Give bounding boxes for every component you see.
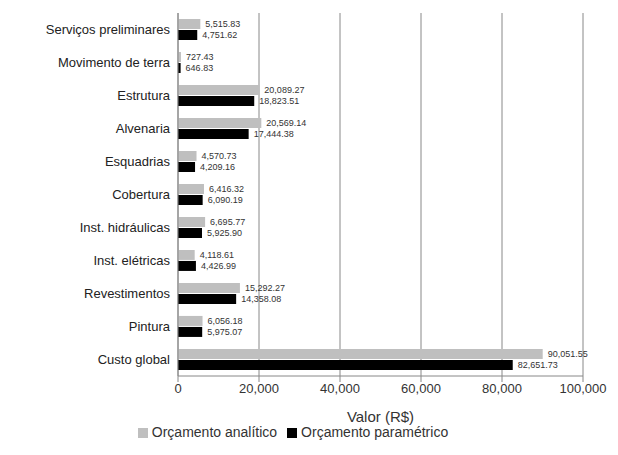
svg-text:Alvenaria: Alvenaria [116, 121, 171, 136]
svg-text:4,118.61: 4,118.61 [200, 250, 234, 260]
svg-text:Esquadrias: Esquadrias [105, 154, 171, 169]
svg-text:5,975.07: 5,975.07 [207, 327, 242, 337]
svg-text:6,090.19: 6,090.19 [208, 195, 243, 205]
svg-text:18,823.51: 18,823.51 [259, 96, 299, 106]
svg-text:14,358.08: 14,358.08 [241, 294, 281, 304]
svg-text:Inst. hidráulicas: Inst. hidráulicas [80, 220, 171, 235]
svg-text:5,515.83: 5,515.83 [205, 19, 240, 29]
svg-text:6,056.18: 6,056.18 [208, 316, 243, 326]
svg-text:Custo global: Custo global [98, 352, 170, 367]
svg-text:727.43: 727.43 [186, 52, 214, 62]
html-text:Orçamento analítico: Orçamento analítico [151, 424, 278, 440]
html-text:Orçamento paramétrico: Orçamento paramétrico [301, 424, 449, 440]
svg-text:6,416.32: 6,416.32 [209, 184, 244, 194]
svg-text:4,751.62: 4,751.62 [202, 30, 237, 40]
svg-text:Pintura: Pintura [129, 319, 171, 334]
svg-text:20,569.14: 20,569.14 [266, 118, 306, 128]
svg-text:6,695.77: 6,695.77 [210, 217, 245, 227]
svg-text:Movimento de terra: Movimento de terra [58, 55, 171, 70]
svg-text:15,292.27: 15,292.27 [245, 283, 285, 293]
svg-text:5,925.90: 5,925.90 [207, 228, 242, 238]
svg-text:646.83: 646.83 [186, 63, 214, 73]
svg-text:4,570.73: 4,570.73 [202, 151, 237, 161]
svg-text:20,000: 20,000 [239, 381, 279, 396]
svg-text:100,000: 100,000 [560, 381, 607, 396]
svg-text:Revestimentos: Revestimentos [84, 286, 170, 301]
svg-text:82,651.73: 82,651.73 [518, 360, 558, 370]
svg-text:90,051.55: 90,051.55 [548, 349, 588, 359]
svg-text:Estrutura: Estrutura [117, 88, 171, 103]
svg-text:4,426.99: 4,426.99 [201, 261, 236, 271]
svg-text:Cobertura: Cobertura [112, 187, 171, 202]
svg-text:4,209.16: 4,209.16 [200, 162, 235, 172]
svg-text:17,444.38: 17,444.38 [254, 129, 294, 139]
svg-text:0: 0 [174, 381, 181, 396]
svg-text:Valor (R$): Valor (R$) [347, 408, 414, 425]
svg-text:80,000: 80,000 [482, 381, 522, 396]
svg-text:40,000: 40,000 [320, 381, 360, 396]
svg-text:20,089.27: 20,089.27 [264, 85, 304, 95]
svg-text:60,000: 60,000 [401, 381, 441, 396]
svg-text:Inst. elétricas: Inst. elétricas [93, 253, 170, 268]
svg-text:Serviços preliminares: Serviços preliminares [46, 22, 171, 37]
